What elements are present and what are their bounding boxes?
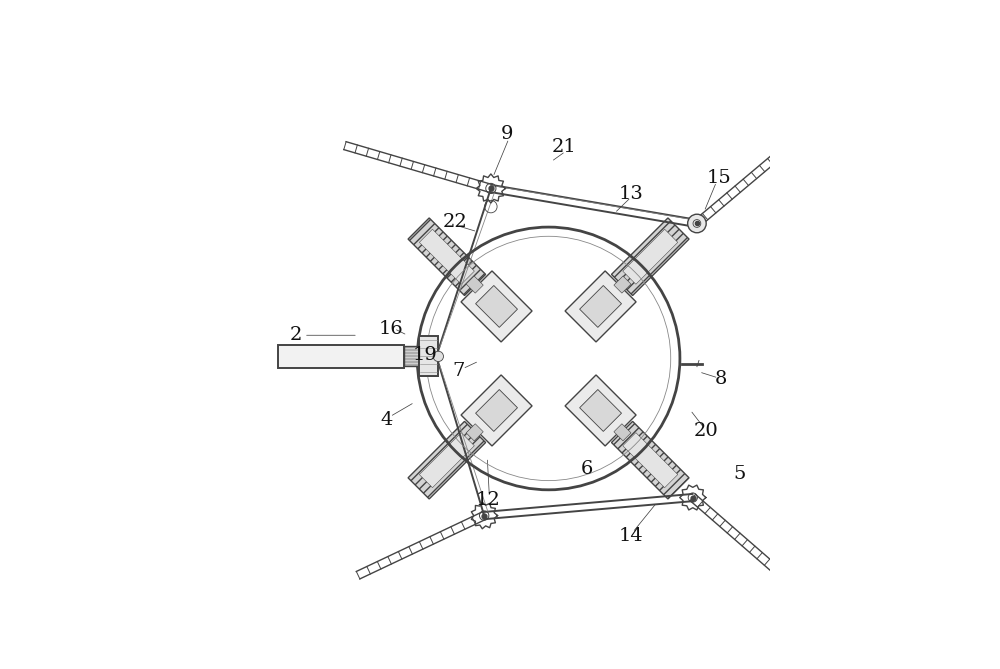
- Circle shape: [433, 351, 443, 361]
- Polygon shape: [623, 229, 678, 284]
- Text: 22: 22: [442, 213, 467, 231]
- Polygon shape: [565, 271, 636, 342]
- Text: 9: 9: [501, 125, 514, 143]
- Text: 16: 16: [379, 320, 404, 338]
- Polygon shape: [461, 271, 532, 342]
- Polygon shape: [419, 337, 438, 377]
- Polygon shape: [611, 421, 689, 499]
- Polygon shape: [614, 276, 631, 293]
- Polygon shape: [476, 286, 517, 327]
- Text: 13: 13: [619, 185, 643, 203]
- Polygon shape: [623, 433, 678, 488]
- Polygon shape: [611, 218, 689, 296]
- Polygon shape: [466, 276, 483, 293]
- Text: 4: 4: [380, 411, 392, 429]
- Polygon shape: [408, 421, 486, 499]
- Text: 20: 20: [693, 421, 718, 440]
- Polygon shape: [461, 375, 532, 446]
- Text: 21: 21: [552, 138, 576, 157]
- Polygon shape: [404, 347, 419, 367]
- Text: 5: 5: [733, 466, 745, 484]
- Text: 19: 19: [412, 347, 437, 365]
- Polygon shape: [408, 218, 486, 296]
- Polygon shape: [565, 375, 636, 446]
- Text: 8: 8: [715, 370, 727, 388]
- Polygon shape: [419, 229, 474, 284]
- Polygon shape: [614, 423, 631, 441]
- Text: 14: 14: [619, 527, 643, 545]
- Polygon shape: [466, 423, 483, 441]
- Polygon shape: [476, 389, 517, 432]
- Polygon shape: [278, 345, 404, 368]
- Text: 12: 12: [475, 491, 500, 509]
- Text: 7: 7: [452, 363, 465, 381]
- Text: 6: 6: [581, 460, 593, 478]
- Polygon shape: [580, 389, 622, 432]
- Polygon shape: [580, 286, 622, 327]
- Text: 2: 2: [290, 326, 302, 345]
- Text: 15: 15: [706, 169, 731, 187]
- Polygon shape: [419, 433, 474, 488]
- Circle shape: [688, 214, 706, 233]
